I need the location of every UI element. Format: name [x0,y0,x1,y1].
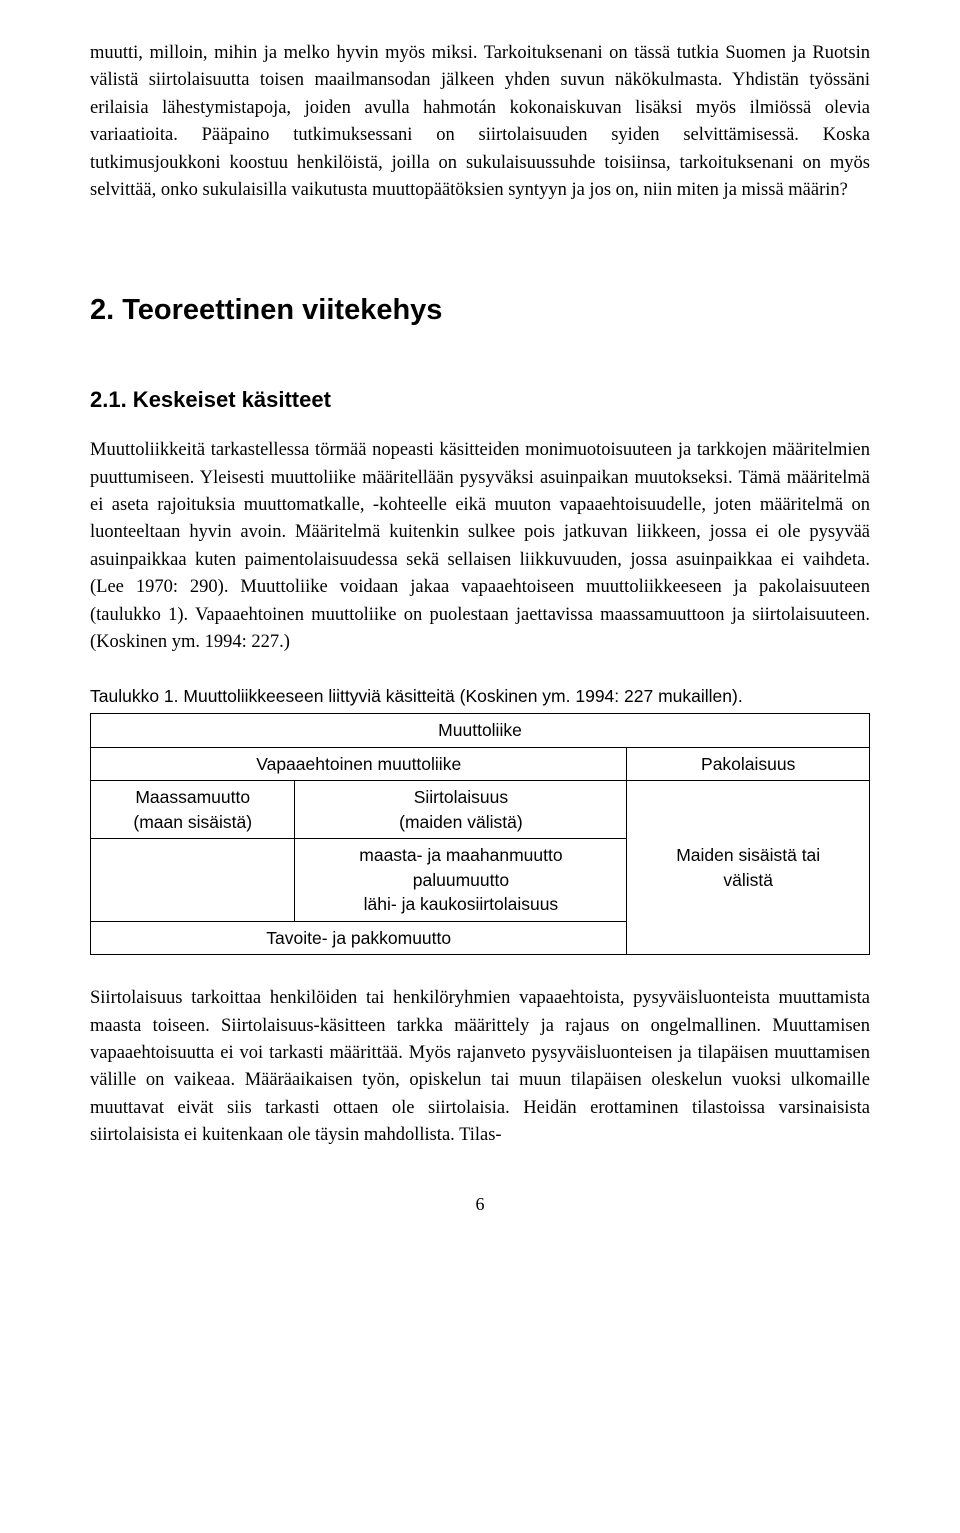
cell-line: Maassamuutto [135,787,250,807]
page-number: 6 [90,1194,870,1215]
table-cell-maiden-sisaista: Maiden sisäistä tai välistä [627,781,870,955]
table-cell-muuttoliike: Muuttoliike [91,714,870,748]
table-row: Maassamuutto (maan sisäistä) Siirtolaisu… [91,781,870,839]
concepts-table: Muuttoliike Vapaaehtoinen muuttoliike Pa… [90,713,870,955]
section-heading-2-1: 2.1. Keskeiset käsitteet [90,387,870,413]
cell-line: maasta- ja maahanmuutto [359,845,562,865]
cell-line: välistä [723,870,773,890]
cell-line: Siirtolaisuus [414,787,508,807]
definition-paragraph: Siirtolaisuus tarkoittaa henkilöiden tai… [90,985,870,1149]
table-cell-vapaaehtoinen: Vapaaehtoinen muuttoliike [91,747,627,781]
cell-line: Maiden sisäistä tai [676,845,820,865]
cell-line: lähi- ja kaukosiirtolaisuus [364,894,559,914]
table-cell-empty [91,839,295,922]
table-cell-pakolaisuus: Pakolaisuus [627,747,870,781]
table-caption: Taulukko 1. Muuttoliikkeeseen liittyviä … [90,686,870,707]
table-cell-muuttotyypit: maasta- ja maahanmuutto paluumuutto lähi… [295,839,627,922]
table-cell-tavoite-pakkomuutto: Tavoite- ja pakkomuutto [91,921,627,955]
table-row: Vapaaehtoinen muuttoliike Pakolaisuus [91,747,870,781]
concepts-paragraph: Muuttoliikkeitä tarkastellessa törmää no… [90,437,870,656]
intro-paragraph: muutti, milloin, mihin ja melko hyvin my… [90,40,870,204]
table-cell-siirtolaisuus: Siirtolaisuus (maiden välistä) [295,781,627,839]
cell-line: paluumuutto [413,870,509,890]
section-heading-2: 2. Teoreettinen viitekehys [90,294,870,327]
cell-line: (maan sisäistä) [133,812,252,832]
table-cell-maassamuutto: Maassamuutto (maan sisäistä) [91,781,295,839]
table-row: Muuttoliike [91,714,870,748]
cell-line: (maiden välistä) [399,812,523,832]
document-page: muutti, milloin, mihin ja melko hyvin my… [0,0,960,1245]
